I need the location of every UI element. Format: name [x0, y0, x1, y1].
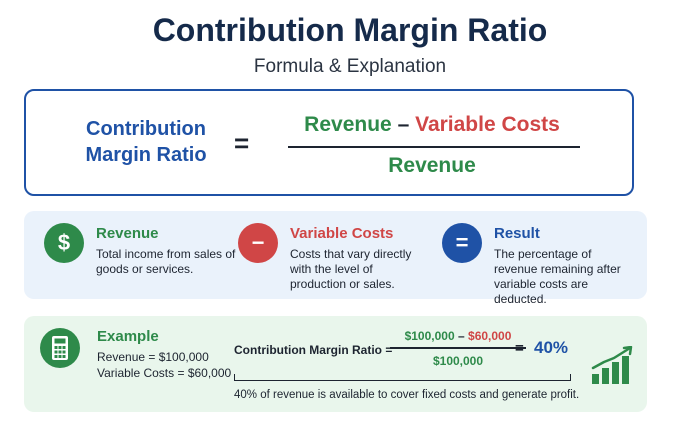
formula-lhs-line1: Contribution — [86, 118, 206, 140]
example-numerator-revenue: $100,000 — [404, 329, 455, 343]
example-result: 40% — [534, 338, 569, 357]
example-fraction-bar — [390, 347, 526, 349]
minus-icon: − — [238, 223, 278, 263]
example-numerator-minus: – — [457, 329, 465, 343]
example-revenue-line: Revenue = $100,000 — [97, 350, 209, 364]
formula-lhs-line2: Margin Ratio — [85, 144, 207, 166]
example-numerator-costs: $60,000 — [468, 329, 512, 343]
formula-numerator: Revenue – Variable Costs — [286, 113, 578, 137]
calculator-icon — [40, 328, 80, 368]
definition-description: The percentage of revenue remaining afte… — [494, 247, 621, 306]
formula-fraction-bar — [288, 146, 580, 148]
example-note: 40% of revenue is available to cover fix… — [234, 389, 580, 401]
dollar-icon: $ — [44, 223, 84, 263]
equals-icon: = — [442, 223, 482, 263]
example-numerator: $100,000 – $60,000 — [388, 329, 528, 343]
example-equals: = — [515, 340, 524, 357]
growth-chart-icon — [590, 345, 638, 391]
definition-title: Result — [494, 225, 540, 242]
formula-numerator-revenue: Revenue — [304, 113, 392, 136]
definitions-panel: $ Revenue Total income from sales of goo… — [24, 211, 647, 306]
formula-lhs: Contribution Margin Ratio — [66, 116, 226, 168]
page-subtitle: Formula & Explanation — [253, 56, 447, 77]
definition-title: Variable Costs — [290, 225, 394, 242]
definition-description: Total income from sales of goods or serv… — [96, 247, 236, 276]
page-title: Contribution Margin Ratio — [152, 12, 548, 48]
formula-numerator-costs: Variable Costs — [415, 113, 560, 136]
formula-denominator: Revenue — [388, 154, 476, 177]
formula-equals: = — [234, 128, 250, 158]
example-costs-line: Variable Costs = $60,000 — [97, 366, 232, 380]
example-bracket — [234, 374, 571, 381]
formula-numerator-minus: – — [397, 113, 410, 136]
example-panel: Example Revenue = $100,000 Variable Cost… — [24, 316, 647, 412]
example-title: Example — [97, 328, 159, 345]
example-denominator: $100,000 — [432, 354, 484, 368]
example-lhs: Contribution Margin Ratio = — [234, 343, 393, 357]
definition-description: Costs that vary directly with the level … — [290, 247, 412, 291]
definition-title: Revenue — [96, 225, 159, 242]
formula-box: Contribution Margin Ratio = Revenue – Va… — [24, 89, 634, 196]
